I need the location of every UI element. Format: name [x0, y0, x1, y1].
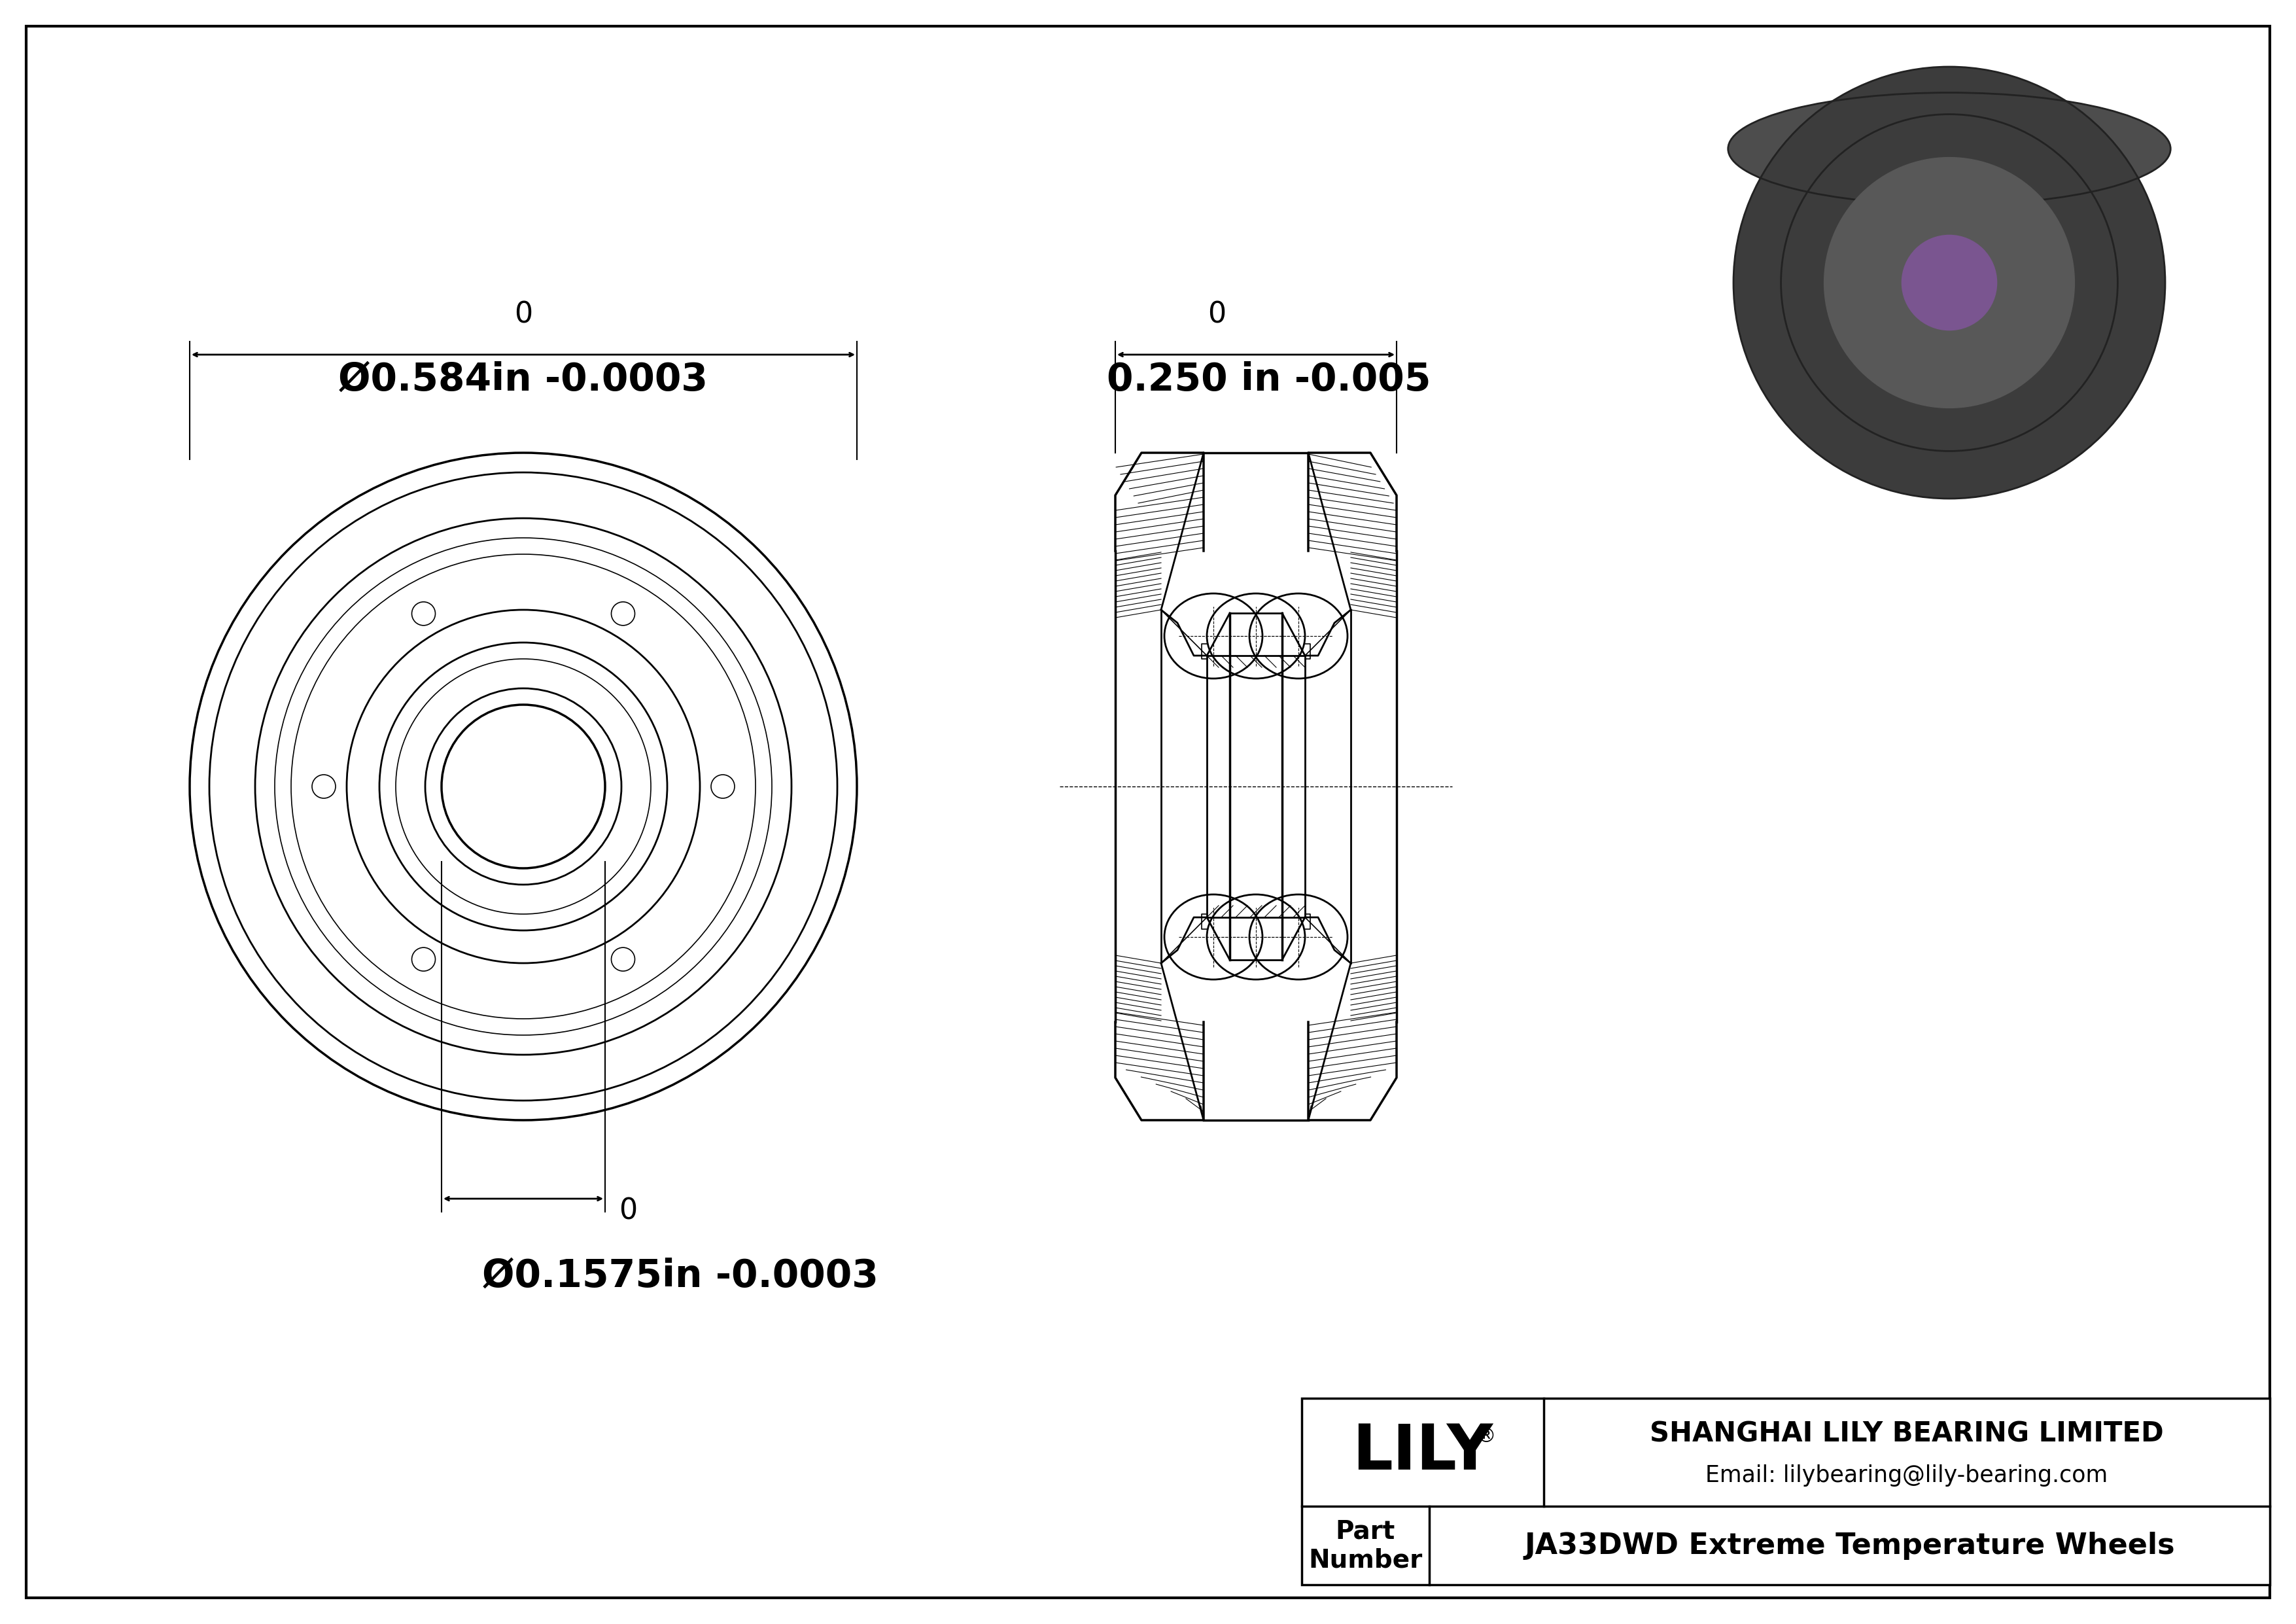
- Circle shape: [1823, 158, 2076, 408]
- Ellipse shape: [1729, 93, 2170, 205]
- Circle shape: [1901, 235, 1998, 330]
- Text: 0: 0: [618, 1197, 638, 1224]
- Text: 0.250 in -0.005: 0.250 in -0.005: [1107, 361, 1430, 398]
- Text: Ø0.584in -0.0003: Ø0.584in -0.0003: [338, 361, 707, 398]
- Circle shape: [1733, 67, 2165, 499]
- Text: SHANGHAI LILY BEARING LIMITED: SHANGHAI LILY BEARING LIMITED: [1651, 1419, 2163, 1447]
- Text: Email: lilybearing@lily-bearing.com: Email: lilybearing@lily-bearing.com: [1706, 1463, 2108, 1486]
- Bar: [1302, 1398, 2271, 1585]
- Text: 0: 0: [1208, 300, 1226, 328]
- Text: ®: ®: [1476, 1427, 1497, 1447]
- Text: LILY: LILY: [1352, 1423, 1492, 1483]
- Text: Ø0.1575in -0.0003: Ø0.1575in -0.0003: [482, 1257, 879, 1294]
- Text: Part
Number: Part Number: [1309, 1518, 1424, 1572]
- Text: JA33DWD Extreme Temperature Wheels: JA33DWD Extreme Temperature Wheels: [1525, 1531, 2174, 1559]
- Text: 0: 0: [514, 300, 533, 328]
